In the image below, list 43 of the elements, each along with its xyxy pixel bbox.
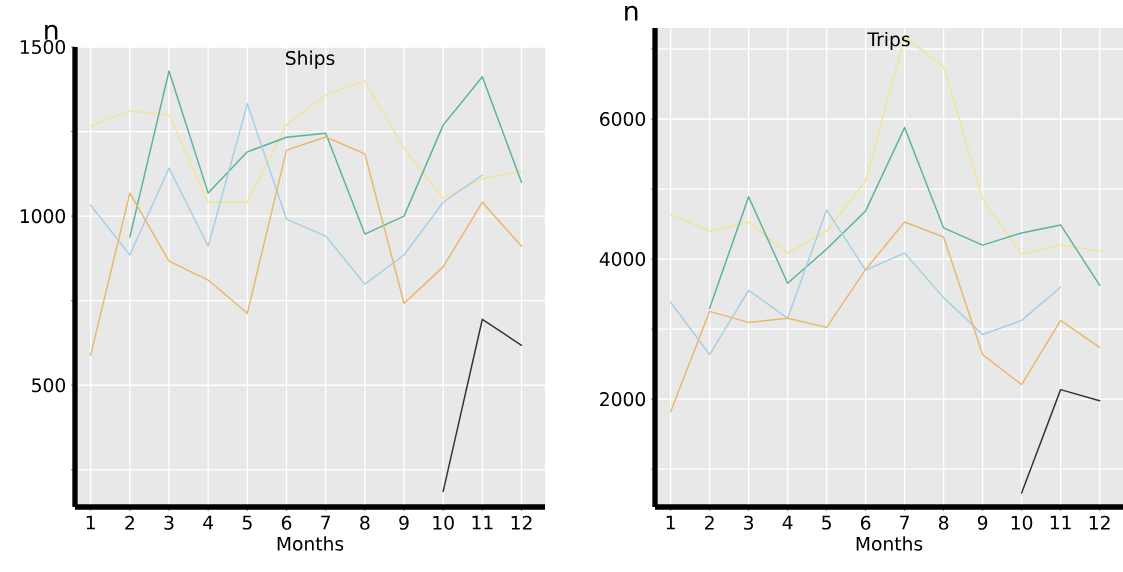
x-tick-label: 6 [281,515,292,530]
x-tick-label: 5 [242,515,252,530]
x-tick-label: 8 [938,515,949,530]
x-tick-label: 12 [511,515,532,530]
x-tick-label: 4 [782,515,793,530]
y-axis-title: n [45,24,58,40]
x-tick-label: 9 [977,515,988,530]
x-tick-label: 7 [900,515,909,530]
x-tick-label: 10 [433,515,454,530]
line-series [89,103,484,285]
y-tick-label: 2000 [600,392,646,407]
x-tick-label: 2 [125,515,134,530]
line-series [129,70,523,238]
x-tick-label: 11 [472,515,493,530]
x-tick-label: 3 [744,515,754,530]
x-axis-title: Months [856,536,923,551]
x-tick-label: 10 [1011,515,1033,530]
y-tick-label: 1000 [20,209,66,224]
y-tick-label: 500 [32,378,66,393]
x-tick-label: 8 [360,515,370,530]
x-axis-title: Months [277,536,344,551]
chart-title: Ships [286,50,335,69]
x-tick-label: 2 [705,515,714,530]
line-series [89,80,523,203]
x-tick-label: 1 [666,515,675,530]
y-tick-label: 6000 [600,111,646,127]
line-series [89,136,523,356]
x-tick-label: 5 [822,515,831,530]
line-series [669,221,1101,413]
x-tick-label: 3 [164,515,174,530]
x-tick-label: 9 [399,515,409,530]
x-tick-label: 4 [203,515,214,530]
line-series [669,209,1062,356]
y-axis-title: n [625,5,638,21]
x-tick-label: 11 [1050,515,1071,530]
line-series [708,126,1101,310]
x-tick-label: 6 [860,515,871,530]
x-tick-label: 7 [321,515,331,530]
chart-title: Trips [867,31,910,50]
y-tick-label: 1500 [20,39,66,55]
y-tick-label: 4000 [599,252,646,267]
x-tick-label: 12 [1089,515,1110,530]
x-tick-label: 1 [86,515,95,530]
